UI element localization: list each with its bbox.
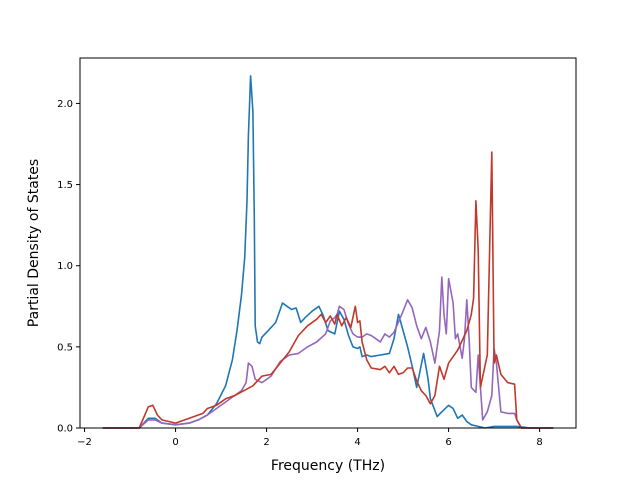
x-tick-label: −2: [77, 437, 92, 448]
plot-area: [80, 58, 576, 428]
y-tick-label: 2.0: [57, 99, 73, 110]
series-layer: [102, 75, 554, 429]
series-line-1: [102, 75, 554, 429]
x-tick-label: 2: [263, 437, 269, 448]
x-tick-label: 4: [354, 437, 360, 448]
x-tick-label: 8: [536, 437, 542, 448]
series-line-3: [102, 151, 554, 429]
x-tick-label: 6: [445, 437, 451, 448]
y-tick-label: 1.5: [57, 180, 73, 191]
x-axis: −2 0 2 4 6 8: [77, 428, 543, 448]
x-axis-label: Frequency (THz): [271, 458, 385, 474]
series-line-2: [102, 276, 554, 429]
plot-frame: [79, 57, 577, 429]
y-tick-label: 0.0: [57, 424, 73, 435]
y-axis-label: Partial Density of States: [26, 159, 42, 327]
y-tick-label: 1.0: [57, 261, 73, 272]
y-axis: 0.0 0.5 1.0 1.5 2.0: [57, 99, 80, 435]
x-tick-label: 0: [172, 437, 178, 448]
y-tick-label: 0.5: [57, 342, 73, 353]
